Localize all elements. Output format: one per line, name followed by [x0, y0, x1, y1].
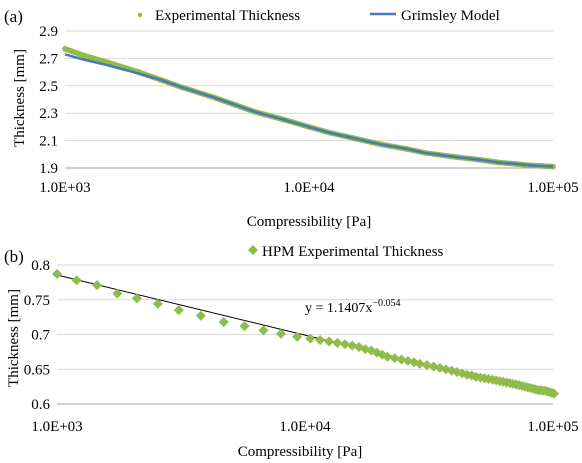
x-tick-label: 1.0E+05: [527, 180, 578, 196]
hpm-experimental-thickness-point: [275, 328, 286, 339]
panel-b: (b) HPM Experimental Thickness 0.60.650.…: [4, 244, 579, 460]
legend-experimental-thickness-label: Experimental Thickness: [155, 8, 300, 24]
panel-b-x-tick-labels: 1.0E+03 1.0E+04 1.0E+05: [31, 419, 578, 435]
hpm-experimental-thickness-point: [414, 358, 425, 369]
panel-b-gridlines: [57, 264, 553, 405]
experimental-thickness-band: [62, 46, 556, 170]
hpm-experimental-thickness-point: [52, 269, 62, 280]
y-tick-label: 0.75: [24, 293, 50, 309]
y-tick-label: 2.5: [39, 79, 58, 95]
y-tick-label: 0.6: [31, 397, 50, 413]
trendline-equation: y = 1.1407x−0.054: [305, 298, 401, 316]
panel-a-y-axis-title: Thickness [mm]: [12, 49, 28, 147]
hpm-experimental-thickness-point: [195, 310, 206, 321]
y-tick-label: 0.7: [31, 328, 50, 344]
hpm-experimental-thickness-point: [152, 298, 163, 309]
hpm-experimental-thickness-point: [173, 305, 184, 316]
y-tick-label: 2.7: [39, 51, 58, 67]
panel-b-plot-marks: [52, 269, 560, 399]
panel-b-x-axis-title: Compressibility [Pa]: [238, 444, 363, 460]
hpm-experimental-thickness-point: [340, 339, 351, 350]
hpm-experimental-thickness-point: [382, 351, 393, 362]
hpm-experimental-thickness-point: [92, 280, 103, 291]
panel-a: (a) Experimental Thickness Grimsley Mode…: [4, 7, 579, 230]
trendline-equation-base: y = 1.1407x: [305, 301, 372, 316]
hpm-experimental-thickness-point: [396, 354, 407, 365]
hpm-experimental-thickness-point: [315, 335, 326, 346]
hpm-experimental-thickness-point: [131, 293, 142, 304]
y-tick-label: 0.65: [24, 362, 50, 378]
panel-b-y-axis-title: Thickness [mm]: [6, 289, 22, 387]
x-tick-label: 1.0E+04: [283, 180, 335, 196]
panel-a-gridlines: [65, 30, 553, 169]
hpm-experimental-thickness-point: [421, 360, 432, 371]
hpm-experimental-thickness-point: [332, 337, 343, 348]
hpm-experimental-thickness-point: [305, 333, 316, 344]
experimental-thickness-point: [81, 52, 88, 59]
hpm-experimental-thickness-point: [258, 325, 269, 336]
grimsley-model-line: [64, 53, 554, 168]
hpm-experimental-thickness-point: [112, 288, 123, 299]
panel-a-legend: Experimental Thickness Grimsley Model: [137, 8, 500, 24]
y-tick-label: 2.9: [39, 24, 58, 40]
y-tick-label: 1.9: [39, 161, 58, 177]
experimental-thickness-point: [62, 46, 68, 52]
panel-a-plot-marks: [62, 46, 556, 170]
legend-hpm-label: HPM Experimental Thickness: [262, 244, 444, 260]
legend-hpm-marker: [248, 245, 258, 255]
panel-b-y-tick-labels: 0.6 0.65 0.7 0.75 0.8: [24, 258, 51, 413]
trendline-equation-exponent: −0.054: [372, 298, 400, 309]
hpm-experimental-thickness-point: [389, 353, 400, 364]
x-tick-label: 1.0E+05: [527, 419, 578, 435]
panel-a-y-tick-labels: 1.9 2.1 2.3 2.5 2.7 2.9: [39, 24, 58, 177]
legend-experimental-thickness-marker: [137, 12, 143, 18]
y-tick-label: 2.1: [39, 134, 58, 150]
hpm-experimental-thickness-point: [347, 340, 358, 351]
y-tick-label: 0.8: [31, 258, 50, 274]
panel-b-legend: HPM Experimental Thickness: [248, 244, 444, 260]
panel-a-x-tick-labels: 1.0E+03 1.0E+04 1.0E+05: [39, 180, 578, 196]
y-tick-label: 2.3: [39, 106, 58, 122]
hpm-experimental-thickness-point: [549, 388, 560, 399]
panel-a-x-axis-title: Compressibility [Pa]: [247, 214, 372, 230]
panel-b-label: (b): [4, 247, 24, 266]
x-tick-label: 1.0E+04: [279, 419, 331, 435]
x-tick-label: 1.0E+03: [39, 180, 90, 196]
hpm-experimental-thickness-point: [292, 331, 303, 342]
hpm-experimental-thickness-point: [239, 321, 250, 332]
hpm-experimental-thickness-point: [71, 275, 82, 286]
legend-grimsley-model-label: Grimsley Model: [401, 8, 500, 24]
panel-a-label: (a): [4, 7, 23, 26]
hpm-experimental-thickness-point: [324, 336, 335, 347]
hpm-experimental-thickness-point: [218, 316, 229, 327]
x-tick-label: 1.0E+03: [31, 419, 82, 435]
